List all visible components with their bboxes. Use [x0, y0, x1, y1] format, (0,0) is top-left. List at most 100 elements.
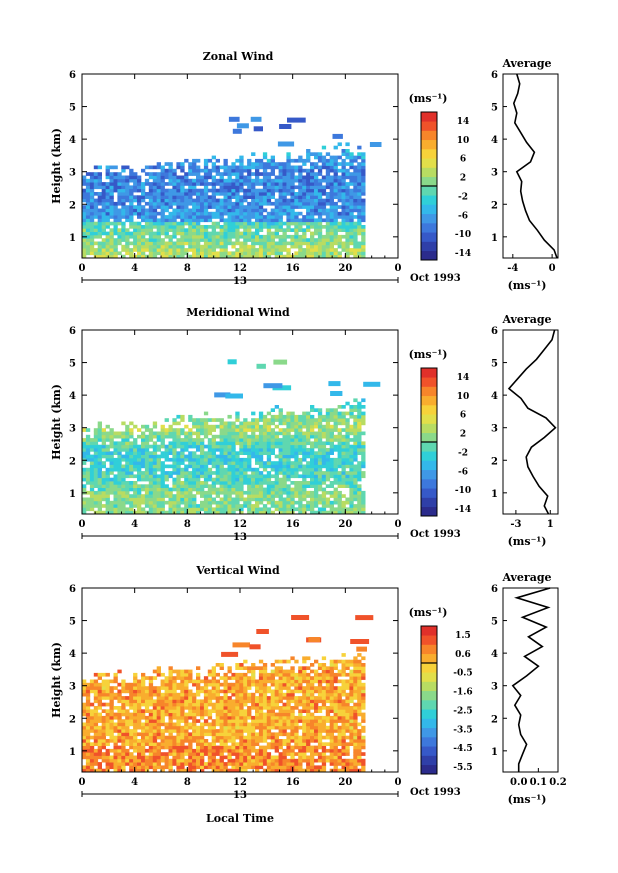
heatmap-cell [266, 474, 272, 479]
heatmap-cell [353, 451, 358, 455]
heatmap-cell [109, 178, 114, 183]
heatmap-cell [176, 702, 181, 707]
heatmap-cell [148, 205, 154, 209]
heatmap-cell [219, 431, 224, 436]
heatmap-cell [219, 732, 224, 737]
heatmap-cell [200, 722, 205, 727]
heatmap-cell [211, 500, 216, 505]
heatmap-cell [200, 431, 205, 436]
heatmap-cell [345, 451, 350, 455]
heatmap-cell [148, 739, 154, 743]
heatmap-cell [274, 165, 279, 170]
heatmap-cell [156, 669, 161, 674]
average-y-tick-label: 6 [491, 70, 498, 81]
heatmap-cell [176, 195, 181, 199]
heatmap-cell [148, 719, 154, 723]
heatmap-cell [215, 748, 220, 753]
heatmap-cell [211, 702, 216, 707]
heatmap-cell [247, 507, 252, 512]
heatmap-cell [258, 254, 264, 259]
heatmap-cell [211, 201, 216, 206]
heatmap-cell [333, 457, 338, 462]
heatmap-cell [239, 461, 244, 465]
heatmap-cell [211, 211, 216, 216]
heatmap-cell [125, 441, 130, 446]
heatmap-cell [223, 481, 228, 485]
heatmap-cell [282, 228, 287, 232]
heatmap-cell [133, 500, 138, 505]
colorbar-tick-label: -2 [458, 192, 468, 202]
heatmap-cell [152, 201, 158, 206]
heatmap-cell [144, 238, 150, 242]
heatmap-cell [164, 735, 169, 740]
heatmap-cell [345, 438, 350, 442]
heatmap-cell [219, 676, 224, 680]
heatmap-cell [133, 712, 138, 717]
heatmap-cell [223, 241, 228, 246]
heatmap-cell [188, 172, 193, 176]
heatmap-cell [258, 444, 264, 449]
heatmap-cell [164, 702, 169, 707]
heatmap-cell [211, 438, 216, 442]
heatmap-cell [156, 454, 161, 459]
heatmap-cell [258, 497, 264, 502]
heatmap-cell [290, 158, 295, 163]
heatmap-cell [317, 438, 323, 442]
heatmap-cell [129, 208, 134, 213]
heatmap-cell [144, 451, 150, 455]
heatmap-cell [133, 702, 138, 707]
heatmap-cell [82, 221, 87, 226]
heatmap-cell [176, 254, 181, 259]
heatmap-cell [200, 484, 205, 488]
heatmap-cell [227, 722, 232, 727]
heatmap-cell [239, 248, 244, 252]
heatmap-cell [341, 510, 346, 515]
heatmap-cell [188, 454, 193, 459]
heatmap-cell [109, 438, 114, 442]
average-x-label: (ms⁻¹) [508, 535, 547, 548]
heatmap-cell [192, 441, 197, 446]
heatmap-cell [357, 225, 362, 229]
heatmap-cell [180, 755, 185, 760]
heatmap-cell [317, 484, 323, 488]
heatmap-cell [192, 251, 197, 256]
heatmap-cell [278, 234, 283, 239]
heatmap-cell [262, 152, 268, 156]
heatmap-cell [345, 205, 350, 209]
heatmap-cell [196, 507, 201, 512]
heatmap-cell [133, 228, 138, 232]
heatmap-cell [156, 745, 161, 750]
heatmap-cell [321, 201, 327, 206]
heatmap-cell [247, 251, 252, 256]
heatmap-cell [231, 448, 236, 452]
heatmap-cell [211, 175, 216, 180]
heatmap-cell [168, 732, 173, 737]
heatmap-cell [160, 225, 165, 229]
heatmap-cell [109, 765, 114, 770]
heatmap-cell [278, 244, 283, 249]
heatmap-cell [200, 702, 205, 707]
heatmap-cell [239, 205, 244, 209]
heatmap-cell [314, 510, 319, 515]
heatmap-cell [93, 692, 99, 697]
heatmap-cell [243, 165, 248, 170]
heatmap-cell [101, 510, 106, 515]
heatmap-cell [270, 451, 275, 455]
heatmap-cell [353, 434, 358, 439]
heatmap-cell [180, 748, 185, 753]
heatmap-cell [211, 448, 216, 452]
heatmap-cell [168, 168, 173, 173]
heatmap-cell [156, 500, 161, 505]
heatmap-cell [223, 739, 228, 743]
heatmap-cell [258, 414, 264, 419]
heatmap-cell [361, 251, 366, 256]
heatmap-cell [93, 725, 99, 730]
heatmap-cell [93, 471, 99, 475]
heatmap-cell [200, 709, 205, 713]
heatmap-cell [200, 762, 205, 766]
heatmap-cell [270, 418, 275, 422]
heatmap-cell [141, 679, 146, 684]
heatmap-cell [333, 497, 338, 502]
heatmap-cell [302, 464, 307, 469]
heatmap-cell [298, 225, 303, 229]
